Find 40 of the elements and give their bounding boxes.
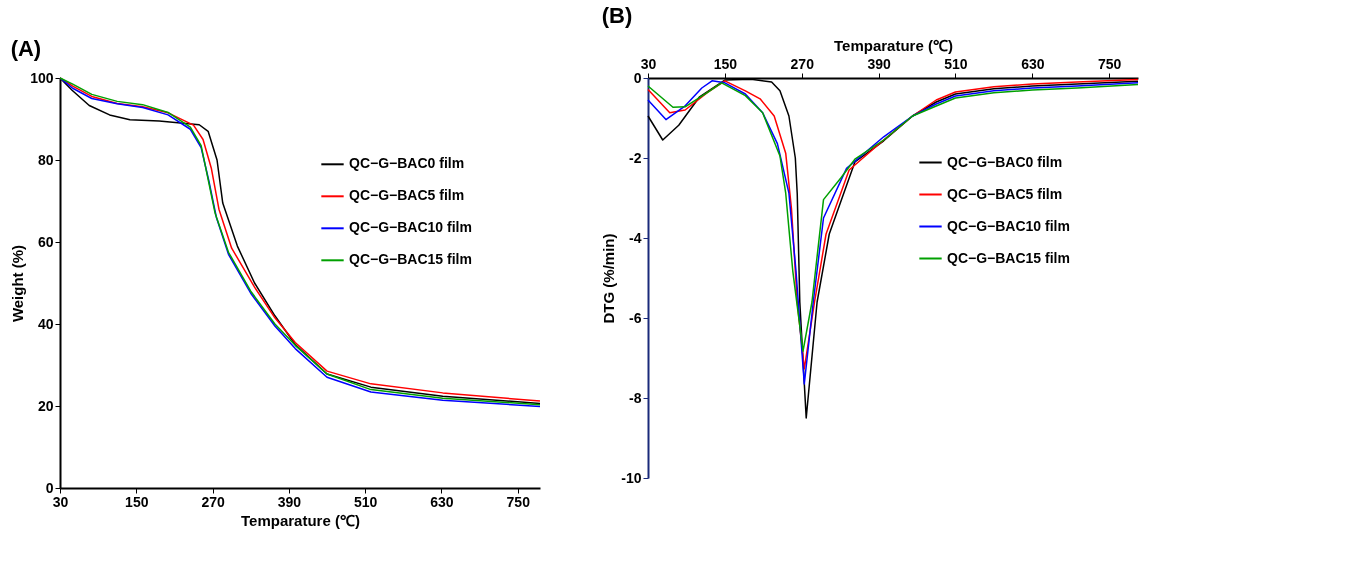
x-tick-label: 390 [867,55,891,72]
x-tick-label: 30 [52,493,69,510]
legend-label: QC−G−BAC0 film [349,155,465,172]
chart-title: (B) [601,3,633,28]
legend-label: QC−G−BAC5 film [349,187,465,204]
y-tick-label: 20 [37,397,54,414]
legend-label: QC−G−BAC10 film [947,217,1070,234]
y-tick-label: 80 [37,151,54,168]
chart-title: (A) [10,36,42,61]
x-tick-label: 750 [506,493,531,510]
x-axis-title: Temparature (℃) [834,36,953,54]
x-tick-label: 510 [353,493,378,510]
y-tick-label: 40 [37,315,54,332]
x-tick-label: 150 [713,55,738,72]
y-axis-title: Weight (%) [9,244,27,323]
y-axis-title: DTG (%/min) [600,233,618,324]
y-tick-label: 0 [633,69,642,86]
legend-label: QC−G−BAC0 film [947,153,1063,170]
y-tick-label: 0 [45,479,54,496]
legend-label: QC−G−BAC10 film [349,219,472,236]
x-tick-label: 270 [790,55,815,72]
x-tick-label: 750 [1098,55,1122,72]
y-tick-label: -6 [629,309,642,326]
x-tick-label: 630 [1021,55,1045,72]
x-tick-label: 510 [944,55,968,72]
x-tick-label: 150 [125,493,149,510]
x-tick-label: 390 [277,493,302,510]
x-tick-label: 270 [201,493,225,510]
y-tick-label: -10 [621,469,642,486]
x-axis-title: Temparature (℃) [241,511,360,529]
y-tick-label: 60 [37,233,54,250]
legend-label: QC−G−BAC15 film [947,249,1070,266]
x-tick-label: 630 [430,493,454,510]
legend-label: QC−G−BAC5 film [947,185,1063,202]
legend-label: QC−G−BAC15 film [349,251,472,268]
y-tick-label: 100 [30,69,54,86]
y-tick-label: -4 [629,229,642,246]
x-tick-label: 30 [640,55,657,72]
y-tick-label: -8 [629,389,642,406]
y-tick-label: -2 [629,149,642,166]
